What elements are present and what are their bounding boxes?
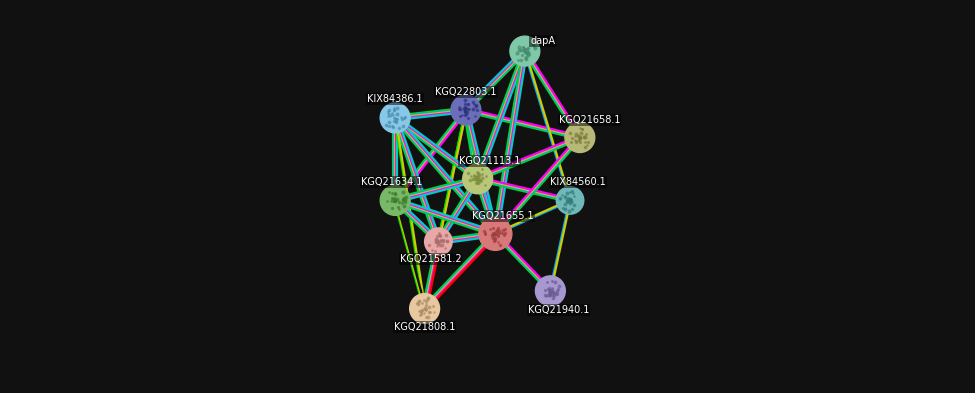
Circle shape [565,123,595,152]
Text: KGQ21581.2: KGQ21581.2 [400,254,461,264]
Circle shape [463,164,492,194]
Circle shape [380,185,410,215]
Text: KGQ21808.1: KGQ21808.1 [394,322,455,332]
Circle shape [535,276,566,306]
Text: KGQ21658.1: KGQ21658.1 [559,115,620,125]
Text: KGQ21655.1: KGQ21655.1 [473,211,534,221]
Text: KGQ22803.1: KGQ22803.1 [435,87,496,97]
Circle shape [410,294,440,323]
Text: KGQ21634.1: KGQ21634.1 [361,176,422,187]
Circle shape [451,95,481,125]
Circle shape [380,103,410,133]
Text: KGQ21113.1: KGQ21113.1 [459,156,520,166]
Circle shape [479,217,512,250]
Text: KIX84386.1: KIX84386.1 [368,94,423,104]
Circle shape [557,187,584,214]
Circle shape [510,36,540,66]
Text: KIX84560.1: KIX84560.1 [550,176,605,187]
Text: KGQ21940.1: KGQ21940.1 [527,305,589,315]
Text: dapA: dapA [530,36,555,46]
Circle shape [425,228,452,255]
